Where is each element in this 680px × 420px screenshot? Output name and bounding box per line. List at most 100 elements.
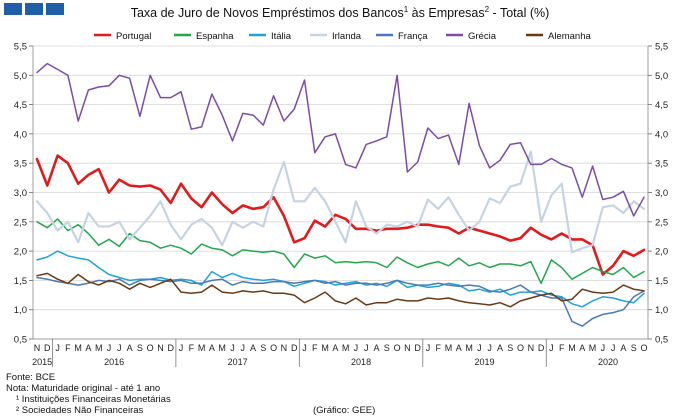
x-month-label: O (517, 343, 524, 353)
y-tick-label-left: 1,5 (14, 276, 27, 287)
legend-label: Espanha (196, 31, 234, 42)
x-month-label: J (302, 343, 307, 353)
x-month-label: N (34, 343, 41, 353)
y-tick-label-right: 0,5 (655, 335, 668, 346)
x-month-label: S (384, 343, 390, 353)
source-note: Fonte: BCE (6, 372, 56, 383)
x-month-label: A (209, 343, 215, 353)
x-month-label: J (241, 343, 246, 353)
x-year-label: 2016 (104, 357, 124, 367)
x-month-label: M (465, 343, 473, 353)
y-tick-label-right: 3,5 (655, 159, 668, 170)
series-line-portugal (35, 154, 646, 276)
x-month-label: F (189, 343, 195, 353)
y-tick-label-right: 4,5 (655, 100, 668, 111)
series-line-alemanha (36, 272, 645, 308)
x-month-label: J (487, 343, 492, 353)
series-line-espanha (36, 218, 645, 285)
x-month-label: A (374, 343, 380, 353)
x-year-label: 2020 (598, 357, 618, 367)
x-month-label: N (528, 343, 535, 353)
x-month-label: J (601, 343, 606, 353)
x-month-label: J (364, 343, 369, 353)
maturity-note: Nota: Maturidade original - até 1 ano (6, 383, 161, 394)
x-month-label: N (281, 343, 288, 353)
series-line-irlanda (35, 150, 646, 254)
x-month-label: O (640, 343, 647, 353)
legend-label: Itália (271, 31, 292, 42)
x-month-label: A (250, 343, 256, 353)
x-month-label: A (456, 343, 462, 353)
y-tick-label-right: 4,0 (655, 129, 668, 140)
x-month-label: O (394, 343, 401, 353)
x-month-label: A (497, 343, 503, 353)
series-line-grécia (36, 62, 645, 217)
legend-label: Portugal (116, 31, 151, 42)
x-month-label: S (137, 343, 143, 353)
y-tick-label-left: 3,0 (14, 188, 27, 199)
x-month-label: N (157, 343, 164, 353)
x-month-label: D (414, 343, 421, 353)
y-tick-label-right: 5,0 (655, 71, 668, 82)
x-month-label: O (147, 343, 154, 353)
x-month-label: D (44, 343, 51, 353)
x-month-label: J (549, 343, 554, 353)
x-month-label: F (559, 343, 565, 353)
chart-credit: (Gráfico: GEE) (313, 405, 376, 416)
x-month-label: F (435, 343, 441, 353)
x-month-label: J (117, 343, 122, 353)
x-month-label: J (107, 343, 112, 353)
series-line-frança (36, 276, 645, 327)
x-month-label: M (198, 343, 206, 353)
x-month-label: A (332, 343, 338, 353)
footnote-2: ² Sociedades Não Financeiras (16, 405, 144, 416)
legend-label: Irlanda (332, 31, 362, 42)
y-tick-label-left: 4,0 (14, 129, 27, 140)
legend-label: Grécia (468, 31, 497, 42)
chart-title: Taxa de Juro de Novos Empréstimos dos Ba… (130, 5, 550, 21)
y-tick-label-right: 2,0 (655, 247, 668, 258)
y-tick-label-right: 3,0 (655, 188, 668, 199)
x-year-label: 2018 (351, 357, 371, 367)
y-tick-label-right: 2,5 (655, 217, 668, 228)
y-tick-label-right: 1,0 (655, 305, 668, 316)
x-month-label: A (579, 343, 585, 353)
x-month-label: S (631, 343, 637, 353)
x-month-label: M (321, 343, 329, 353)
legend-label: Alemanha (548, 31, 591, 42)
x-month-label: F (65, 343, 71, 353)
x-month-label: M (95, 343, 103, 353)
y-tick-label-left: 5,5 (14, 42, 27, 53)
x-month-label: J (426, 343, 431, 353)
x-month-label: S (507, 343, 513, 353)
y-tick-label-left: 4,5 (14, 100, 27, 111)
x-month-label: M (568, 343, 576, 353)
y-tick-label-left: 3,5 (14, 159, 27, 170)
x-month-label: D (167, 343, 174, 353)
logo-block (4, 3, 22, 15)
x-month-label: J (354, 343, 359, 353)
x-month-label: M (342, 343, 350, 353)
x-month-label: F (312, 343, 318, 353)
x-month-label: J (611, 343, 616, 353)
x-month-label: A (85, 343, 91, 353)
y-tick-label-left: 1,0 (14, 305, 27, 316)
footnote-1: ¹ Instituições Financeiras Monetárias (16, 394, 171, 405)
x-year-label: 2019 (475, 357, 495, 367)
x-month-label: J (179, 343, 184, 353)
series-line-itália (36, 250, 645, 308)
x-month-label: A (620, 343, 626, 353)
y-tick-label-left: 5,0 (14, 71, 27, 82)
x-month-label: J (477, 343, 482, 353)
x-month-label: J (230, 343, 235, 353)
x-month-label: M (74, 343, 82, 353)
logo-block (25, 3, 43, 15)
y-tick-label-right: 5,5 (655, 42, 668, 53)
x-month-label: S (260, 343, 266, 353)
y-tick-label-left: 2,5 (14, 217, 27, 228)
x-month-label: D (291, 343, 298, 353)
legend: Portugal Espanha Itália Irlanda França Grécia… (94, 31, 591, 42)
brand-logo (4, 3, 64, 15)
x-month-label: A (127, 343, 133, 353)
